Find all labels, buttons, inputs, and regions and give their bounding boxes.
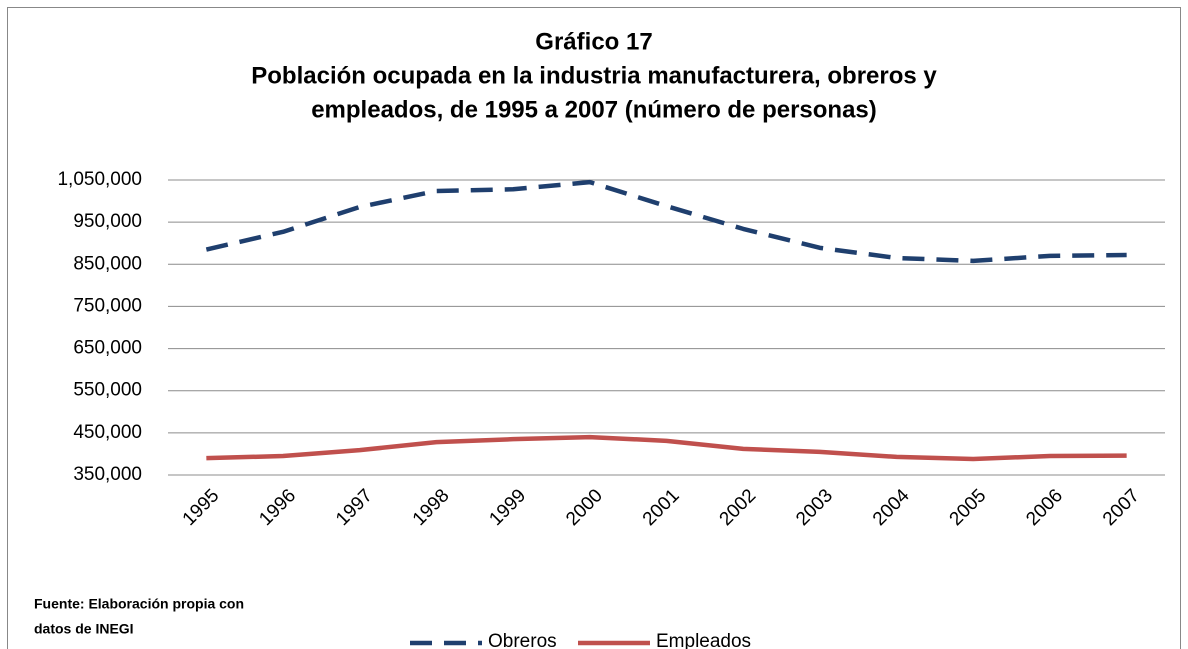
y-tick-label: 550,000: [73, 380, 142, 401]
y-tick-label: 350,000: [73, 464, 142, 485]
x-tick-label: 2001: [639, 485, 684, 530]
series-line: [205, 179, 1127, 264]
source-note: Fuente: Elaboración propia con: [34, 596, 244, 612]
legend-label: Obreros: [488, 631, 557, 649]
x-tick-label: 2002: [716, 485, 761, 530]
x-tick-label: 1997: [332, 485, 377, 530]
series-line: [206, 434, 1127, 462]
x-tick-label: 2004: [869, 485, 914, 530]
x-tick-label: 2003: [792, 485, 837, 530]
chart-title: Población ocupada en la industria manufa…: [251, 62, 937, 89]
y-tick-label: 750,000: [73, 295, 142, 316]
y-tick-label: 1,050,000: [57, 169, 142, 190]
chart-border: [7, 7, 1181, 649]
chart-title: empleados, de 1995 a 2007 (número de per…: [311, 96, 877, 123]
x-tick-label: 2000: [562, 485, 607, 530]
x-tick-label: 2005: [946, 485, 991, 530]
x-tick-label: 2006: [1022, 485, 1067, 530]
legend-label: Empleados: [656, 631, 751, 649]
x-tick-label: 1995: [179, 485, 224, 530]
x-tick-label: 2007: [1099, 485, 1144, 530]
chart-title: Gráfico 17: [535, 28, 652, 55]
x-tick-label: 1999: [485, 485, 530, 530]
x-tick-label: 1996: [255, 485, 300, 530]
y-tick-label: 850,000: [73, 253, 142, 274]
y-tick-label: 650,000: [73, 338, 142, 359]
y-tick-label: 450,000: [73, 422, 142, 443]
source-note: datos de INEGI: [34, 621, 134, 637]
y-tick-label: 950,000: [73, 211, 142, 232]
x-tick-label: 1998: [409, 485, 454, 530]
